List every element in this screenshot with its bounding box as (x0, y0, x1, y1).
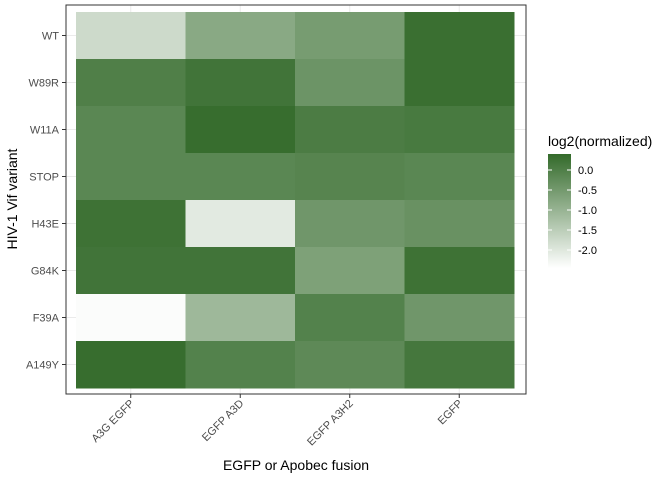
legend-tick-label: 0.0 (578, 165, 593, 177)
x-tick-label: EGFP A3H2 (305, 398, 356, 449)
y-tick-label: H43E (31, 219, 59, 231)
heatmap-cell (76, 341, 186, 389)
x-tick-label: EGFP A3D (200, 398, 246, 444)
heatmap-cell (185, 59, 296, 107)
heatmap-cell (76, 200, 186, 248)
heatmap-cell (404, 106, 515, 154)
legend-tick-label: -2.0 (578, 245, 597, 257)
heatmap-cell (404, 247, 515, 295)
plot-border (65, 4, 527, 395)
x-axis: A3G EGFP EGFP A3D EGFP A3H2 EGFP (89, 394, 465, 448)
y-axis-title: HIV-1 Vif variant (4, 148, 20, 249)
legend-ticks: 0.0 -0.5 -1.0 -1.5 -2.0 (548, 165, 597, 257)
heatmap-cell (295, 153, 405, 201)
y-tick-label: W89R (28, 78, 59, 90)
heatmap-cell (185, 247, 296, 295)
legend-tick-label: -1.0 (578, 205, 597, 217)
y-tick-label: W11A (30, 125, 60, 137)
y-tick-label: STOP (29, 172, 59, 184)
heatmap-cell (404, 200, 515, 248)
heatmap-cell (185, 12, 296, 60)
legend-tick-label: -0.5 (578, 185, 597, 197)
y-axis: WT W89R W11A STOP H43E G84K F39A A149Y (26, 31, 66, 372)
heatmap-cell (295, 59, 405, 107)
heatmap-cell (76, 294, 186, 342)
heatmap-cell (295, 200, 405, 248)
heatmap-cell (76, 106, 186, 154)
heatmap-cell (185, 294, 296, 342)
heatmap-cell (295, 294, 405, 342)
heatmap-cell (404, 12, 515, 60)
heatmap-cell (295, 341, 405, 389)
heatmap-cell (185, 106, 296, 154)
legend-tick-label: -1.5 (578, 225, 597, 237)
heatmap-cell (185, 200, 296, 248)
color-legend: log2(normalized) 0.0 -0.5 -1.0 -1.5 -2.0 (548, 133, 652, 268)
x-axis-title: EGFP or Apobec fusion (223, 457, 369, 473)
heatmap-cell (185, 341, 296, 389)
heatmap-cell (295, 12, 405, 60)
y-tick-label: F39A (33, 313, 60, 325)
legend-colorbar (548, 154, 571, 268)
heatmap-cell (404, 153, 515, 201)
heatmap-cell (76, 12, 186, 60)
heatmap-cell (404, 341, 515, 389)
heatmap-cell (185, 153, 296, 201)
y-tick-label: G84K (31, 266, 60, 278)
x-tick-label: A3G EGFP (89, 398, 136, 445)
heatmap-cell (295, 247, 405, 295)
y-tick-label: WT (42, 31, 59, 43)
heatmap-cell (76, 153, 186, 201)
heatmap-cell (404, 59, 515, 107)
heatmap-cell (404, 294, 515, 342)
heatmap-cell (76, 59, 186, 107)
y-tick-label: A149Y (26, 360, 60, 372)
heatmap-cells (76, 12, 515, 389)
legend-title: log2(normalized) (548, 133, 652, 149)
heatmap-cell (295, 106, 405, 154)
x-tick-label: EGFP (436, 398, 466, 428)
heatmap-cell (76, 247, 186, 295)
